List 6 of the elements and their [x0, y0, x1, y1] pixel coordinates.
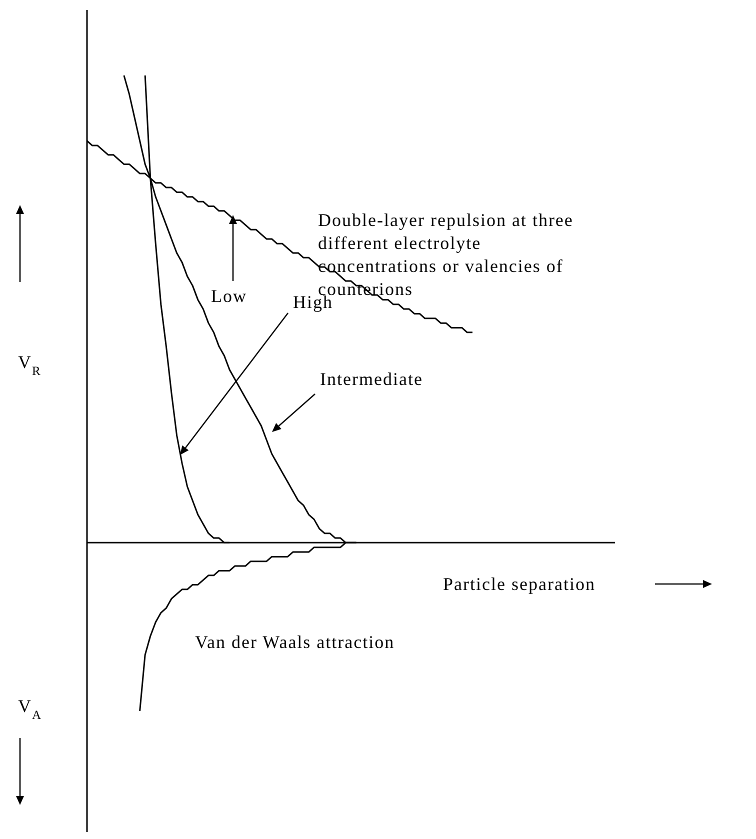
annotation: Low — [211, 286, 247, 306]
annotation: Intermediate — [320, 369, 423, 389]
text: V$_{A}$ — [18, 696, 42, 722]
x-axis-title: Particle separation — [443, 574, 596, 594]
annotation: Van der Waals attraction — [195, 632, 395, 652]
y-axis-title: V$_{R}$ — [18, 352, 42, 378]
